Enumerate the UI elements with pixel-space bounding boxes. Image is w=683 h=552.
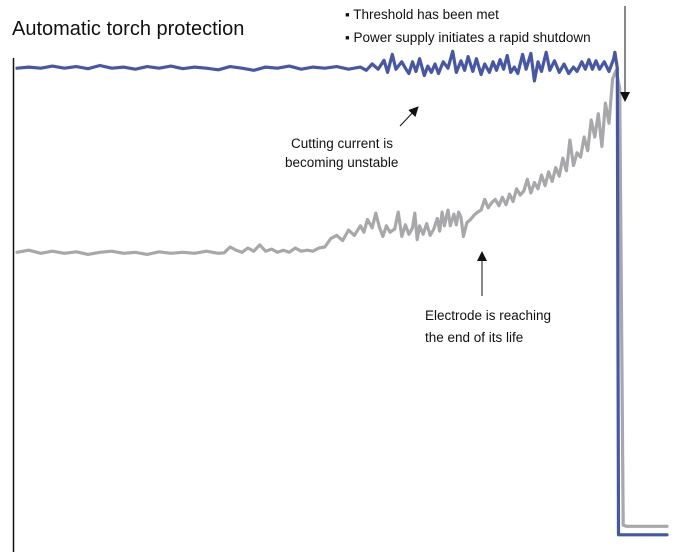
electrode-annotation-line-1: Electrode is reaching [425,308,551,323]
shutdown-annotation-line-1: ▪ Threshold has been met [345,7,499,22]
shutdown-annotation-line-2: ▪ Power supply initiates a rapid shutdow… [345,30,591,45]
chart-title: Automatic torch protection [12,18,244,40]
series-line-0 [15,49,669,537]
electrode-annotation-line-2: the end of its life [425,330,523,345]
series-line-1 [15,68,669,528]
unstable-annotation-line-1: Cutting current is [291,136,393,151]
unstable-annotation-line-2: becoming unstable [285,155,398,170]
unstable-arrow [399,106,419,127]
series-layer [15,49,669,537]
